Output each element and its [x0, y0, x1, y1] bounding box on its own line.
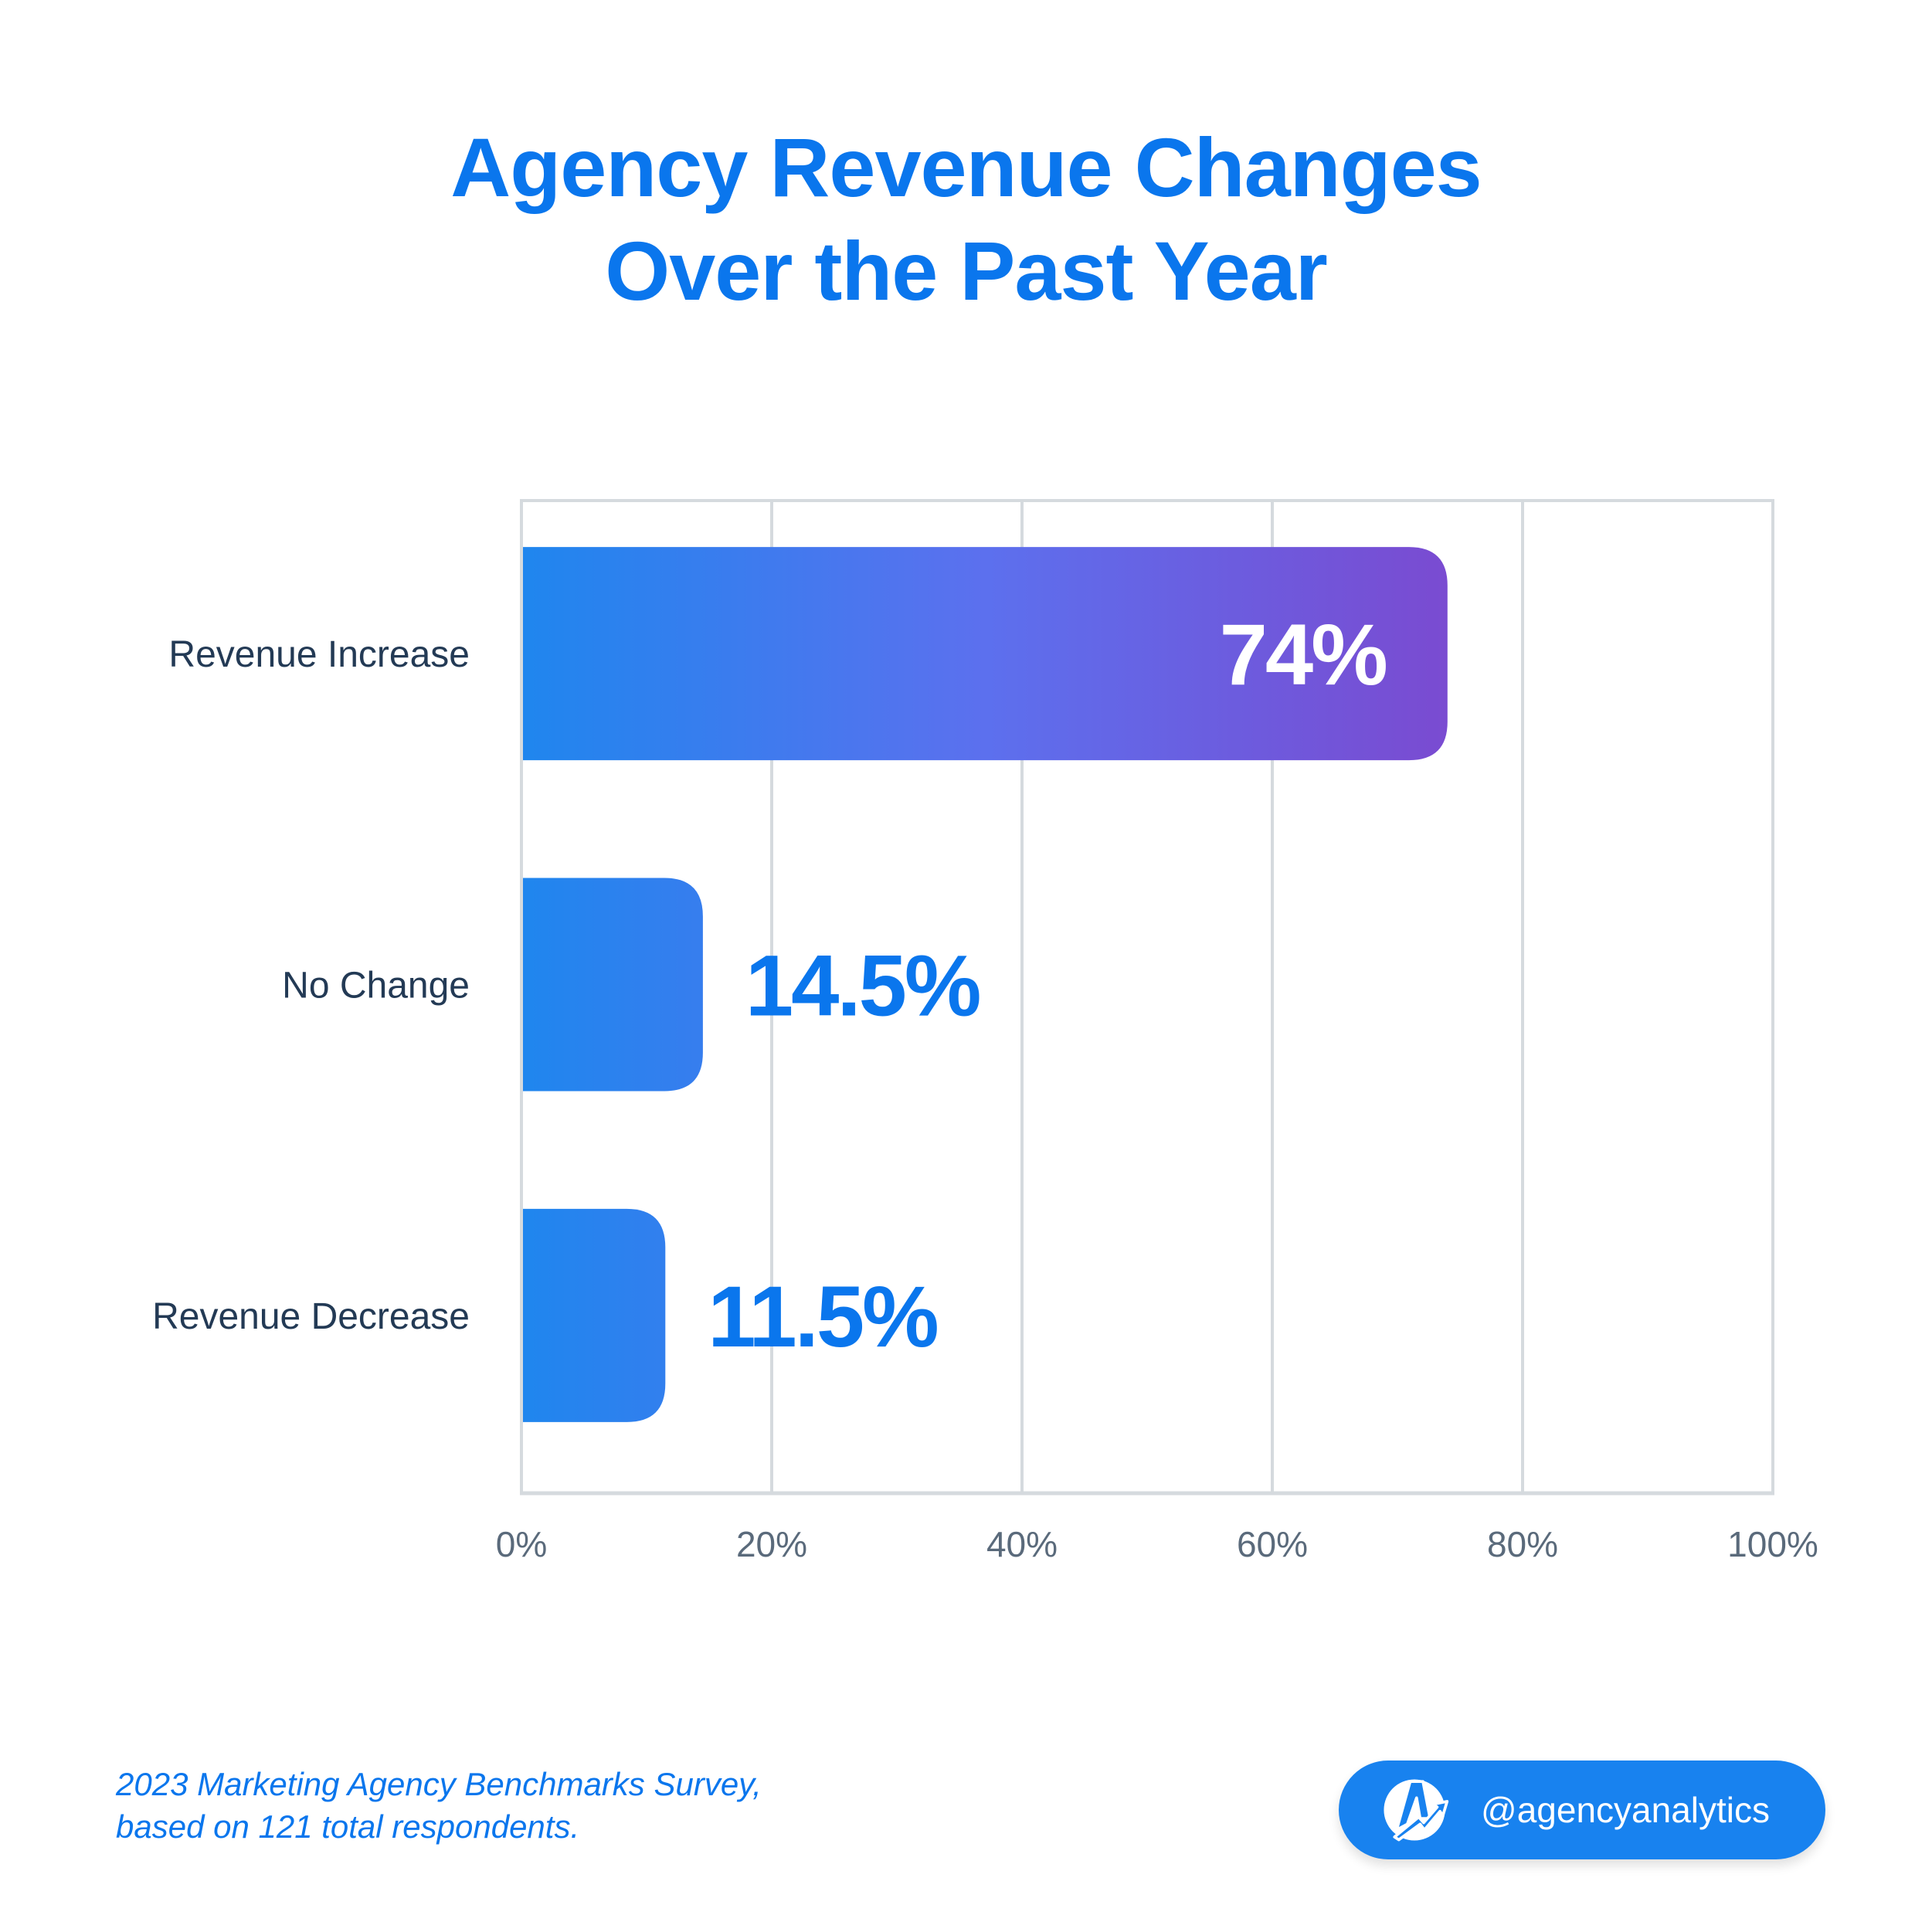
bar-no-change [523, 878, 703, 1092]
value-label: 11.5% [708, 1268, 937, 1365]
value-label: 14.5% [745, 938, 980, 1034]
value-label: 74% [1220, 606, 1387, 703]
plot-frame [520, 499, 1774, 1496]
bar-revenue-decrease [523, 1208, 666, 1422]
bars [523, 547, 1448, 1422]
chart-title: Agency Revenue Changes Over the Past Yea… [0, 116, 1932, 323]
chart-title-line-2: Over the Past Year [605, 224, 1328, 317]
x-tick-label: 60% [1237, 1524, 1308, 1564]
social-handle-badge[interactable]: @agencyanalytics [1339, 1761, 1825, 1859]
source-line-2: based on 121 total respondents. [116, 1808, 580, 1845]
gridlines [520, 501, 1774, 1493]
source-note: 2023 Marketing Agency Benchmarks Survey,… [116, 1763, 762, 1848]
bar-revenue-increase [523, 547, 1448, 761]
x-tick-label: 80% [1487, 1524, 1558, 1564]
x-tick-label: 0% [496, 1524, 547, 1564]
category-label: Revenue Increase [168, 634, 470, 675]
agencyanalytics-logo-icon [1384, 1779, 1449, 1842]
source-line-1: 2023 Marketing Agency Benchmarks Survey, [116, 1766, 762, 1802]
x-tick-label: 40% [986, 1524, 1058, 1564]
chart-title-line-1: Agency Revenue Changes [450, 121, 1482, 214]
labels: 0% 20% 40% 60% 80% 100% Revenue Increase 74% No … [152, 606, 1818, 1564]
category-label: Revenue Decrease [152, 1296, 470, 1337]
category-label: No Change [282, 966, 470, 1007]
social-handle: @agencyanalytics [1481, 1790, 1770, 1830]
x-tick-label: 20% [736, 1524, 807, 1564]
x-tick-label: 100% [1727, 1524, 1818, 1564]
